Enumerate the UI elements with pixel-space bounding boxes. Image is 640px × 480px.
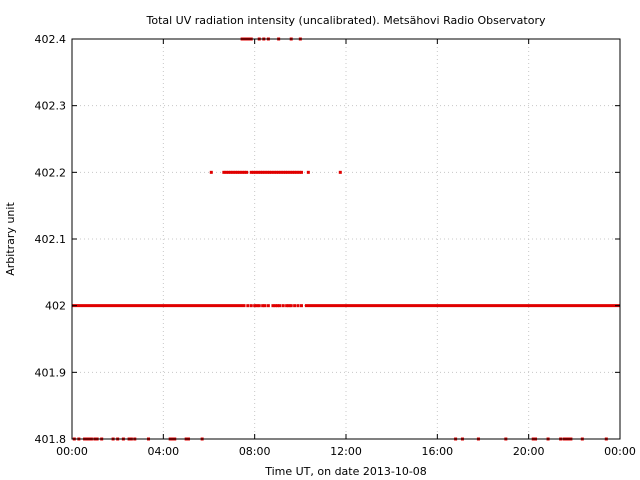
x-tick-label: 16:00 [421,445,453,458]
data-point [338,170,342,174]
y-axis-label: Arbitrary unit [4,202,17,276]
data-point [261,170,265,174]
x-tick-label: 04:00 [147,445,179,458]
y-tick-label: 402.3 [35,100,67,113]
x-tick-label: 12:00 [330,445,362,458]
data-point [278,304,282,308]
data-point [297,170,301,174]
x-axis-label: Time UT, on date 2013-10-08 [264,465,427,478]
x-tick-label: 08:00 [239,445,271,458]
data-point [257,304,261,308]
data-point [242,170,246,174]
data-point [270,170,274,174]
data-point [289,304,293,308]
data-point [299,304,303,308]
data-point [293,304,297,308]
data-point [249,304,253,308]
data-point [231,170,235,174]
data-point [274,170,278,174]
data-point [240,170,244,174]
data-point [279,170,283,174]
y-tick-label: 402.2 [35,166,67,179]
data-point [277,170,281,174]
data-point [272,170,276,174]
y-tick-label: 402.4 [35,33,67,46]
data-point [249,170,253,174]
y-tick-label: 401.9 [35,366,67,379]
data-point [233,170,237,174]
data-point [288,170,292,174]
data-point [276,304,279,308]
data-point [222,170,226,174]
data-point [246,304,250,308]
data-point [236,170,240,174]
grid-lines [72,39,620,439]
data-point [266,304,270,308]
data-point [285,304,289,308]
data-point [296,304,300,308]
data-point [273,304,277,308]
y-tick-label: 402.1 [35,233,67,246]
y-axis-tick-labels: 401.8 401.9 402 402.1 402.2 402.3 402.4 [35,33,67,446]
data-point [224,170,228,174]
data-point [306,170,310,174]
data-point [261,304,265,308]
x-axis-tick-labels: 00:00 04:00 08:00 12:00 16:00 20:00 00:00 [56,445,636,458]
data-point [265,170,269,174]
data-point [295,170,299,174]
data-point [268,170,272,174]
axis-ticks [71,38,621,440]
data-point [209,170,213,174]
data-point [253,304,257,308]
data-point [238,170,242,174]
data-point [287,304,291,308]
data-point [245,170,249,174]
data-point [254,170,258,174]
data-point [256,170,260,174]
data-point [283,170,287,174]
x-tick-label: 00:00 [56,445,88,458]
y-tick-label: 401.8 [35,433,67,446]
data-point [255,304,259,308]
data-point [281,304,285,308]
data-point [286,170,290,174]
chart-title: Total UV radiation intensity (uncalibrat… [146,14,546,27]
x-tick-label: 00:00 [604,445,636,458]
data-point [263,304,267,308]
data-point [258,170,262,174]
data-point [290,170,294,174]
data-point [263,170,267,174]
y-tick-label: 402 [45,300,66,313]
data-point [252,170,256,174]
data-point [226,170,230,174]
data-point [281,170,285,174]
x-tick-label: 20:00 [513,445,545,458]
data-point [229,170,233,174]
data-point [271,304,275,308]
data-point [299,170,303,174]
data-point [293,170,297,174]
